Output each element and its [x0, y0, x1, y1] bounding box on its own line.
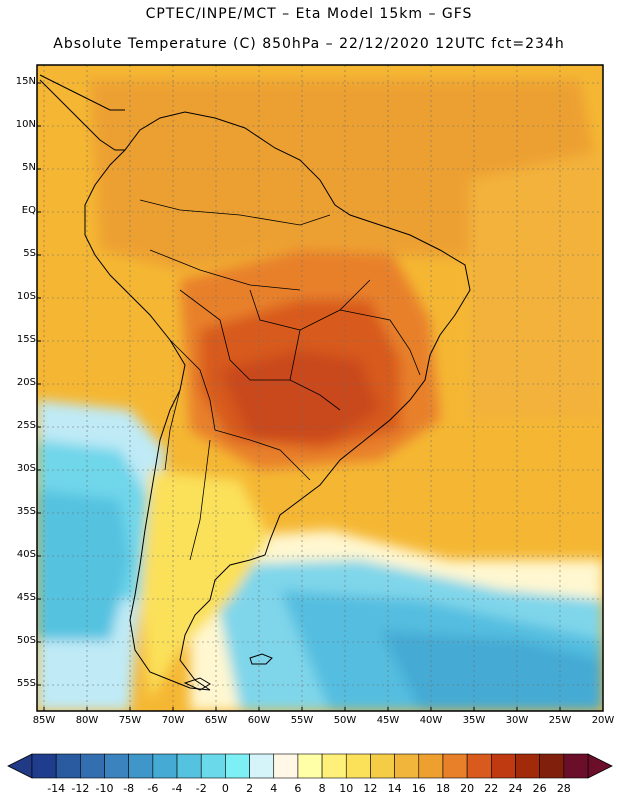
colorbar-label: -6: [147, 782, 159, 795]
lon-label: 35W: [462, 715, 486, 726]
south-america-coast: [84, 111, 471, 691]
colorbar-swatch: [297, 753, 323, 779]
lon-label: 30W: [505, 715, 529, 726]
colorbar-label: 28: [556, 782, 571, 795]
chart-title: CPTEC/INPE/MCT – Eta Model 15km – GFS: [145, 6, 473, 22]
colorbar-swatch: [539, 753, 565, 779]
lat-label: 20S: [16, 377, 36, 388]
lon-label: 60W: [247, 715, 271, 726]
lat-label: 5S: [23, 248, 36, 259]
lat-label: EQ: [21, 205, 36, 216]
lat-label: 5N: [22, 162, 36, 173]
chart-subtitle: Absolute Temperature (C) 850hPa – 22/12/…: [53, 36, 565, 52]
lat-label: 45S: [16, 592, 36, 603]
colorbar-label: 24: [508, 782, 523, 795]
colorbar-label: 6: [294, 782, 302, 795]
colorbar-label: 0: [221, 782, 229, 795]
map-frame: [36, 64, 604, 712]
colorbar-swatch: [515, 753, 540, 779]
colorbar: [7, 753, 613, 779]
colorbar-label: 16: [411, 782, 426, 795]
coastlines: [39, 74, 471, 691]
lat-label: 30S: [16, 463, 36, 474]
lat-label: 15S: [16, 334, 36, 345]
colorbar-swatch: [345, 753, 371, 779]
colorbar-swatch: [394, 753, 420, 779]
colorbar-label: -8: [123, 782, 135, 795]
lon-label: 50W: [333, 715, 357, 726]
colorbar-swatch: [80, 753, 105, 779]
tierra-del-fuego: [183, 677, 211, 691]
colorbar-label: 2: [246, 782, 254, 795]
caribbean-coast: [39, 74, 125, 111]
triangle-right-arrow-icon: [587, 753, 613, 779]
colorbar-swatch: [466, 753, 492, 779]
lat-label: 10S: [16, 291, 36, 302]
colorbar-label: 4: [270, 782, 278, 795]
lon-label: 40W: [419, 715, 443, 726]
colorbar-label: -10: [95, 782, 114, 795]
lon-label: 20W: [591, 715, 615, 726]
tick-marks: [37, 82, 561, 711]
colorbar-label: -4: [171, 782, 183, 795]
colorbar-label: -2: [195, 782, 207, 795]
lat-label: 55S: [16, 678, 36, 689]
colorbar-swatch: [442, 753, 468, 779]
lat-label: 50S: [16, 635, 36, 646]
colorbar-swatch: [200, 753, 226, 779]
lat-label: 35S: [16, 506, 36, 517]
central-america-coast: [39, 79, 125, 151]
colorbar-swatch: [55, 753, 81, 779]
triangle-left-arrow-icon: [7, 753, 33, 779]
lon-label: 65W: [204, 715, 228, 726]
colorbar-label: -12: [71, 782, 90, 795]
colorbar-swatch: [176, 753, 202, 779]
colorbar-swatch: [563, 753, 589, 779]
falklands: [249, 653, 273, 665]
colorbar-swatch: [418, 753, 444, 779]
colorbar-swatch: [273, 753, 299, 779]
colorbar-swatch: [31, 753, 57, 779]
colorbar-swatch: [128, 753, 154, 779]
colorbar-swatch: [370, 753, 395, 779]
lon-label: 85W: [32, 715, 56, 726]
colorbar-swatch: [491, 753, 516, 779]
lat-label: 40S: [16, 549, 36, 560]
lat-label: 10N: [15, 119, 36, 130]
lon-label: 75W: [118, 715, 142, 726]
colorbar-label: 14: [387, 782, 402, 795]
colorbar-label: 12: [363, 782, 378, 795]
lon-label: 55W: [290, 715, 314, 726]
colorbar-label: 26: [532, 782, 547, 795]
colorbar-label: 20: [460, 782, 475, 795]
colorbar-label: 10: [339, 782, 354, 795]
lat-label: 15N: [15, 76, 36, 87]
lon-label: 25W: [548, 715, 572, 726]
colorbar-swatch: [104, 753, 129, 779]
colorbar-label: 8: [318, 782, 326, 795]
colorbar-swatch: [249, 753, 275, 779]
temperature-field: [37, 65, 603, 711]
colorbar-swatch: [321, 753, 347, 779]
lat-label: 25S: [16, 420, 36, 431]
colorbar-label: -14: [47, 782, 66, 795]
country-borders: [139, 199, 421, 561]
grid-lines: [37, 65, 604, 711]
colorbar-label: 22: [484, 782, 499, 795]
lon-label: 45W: [376, 715, 400, 726]
lon-label: 80W: [75, 715, 99, 726]
colorbar-label: 18: [435, 782, 450, 795]
colorbar-swatch: [225, 753, 250, 779]
colorbar-swatch: [152, 753, 178, 779]
lon-label: 70W: [161, 715, 185, 726]
